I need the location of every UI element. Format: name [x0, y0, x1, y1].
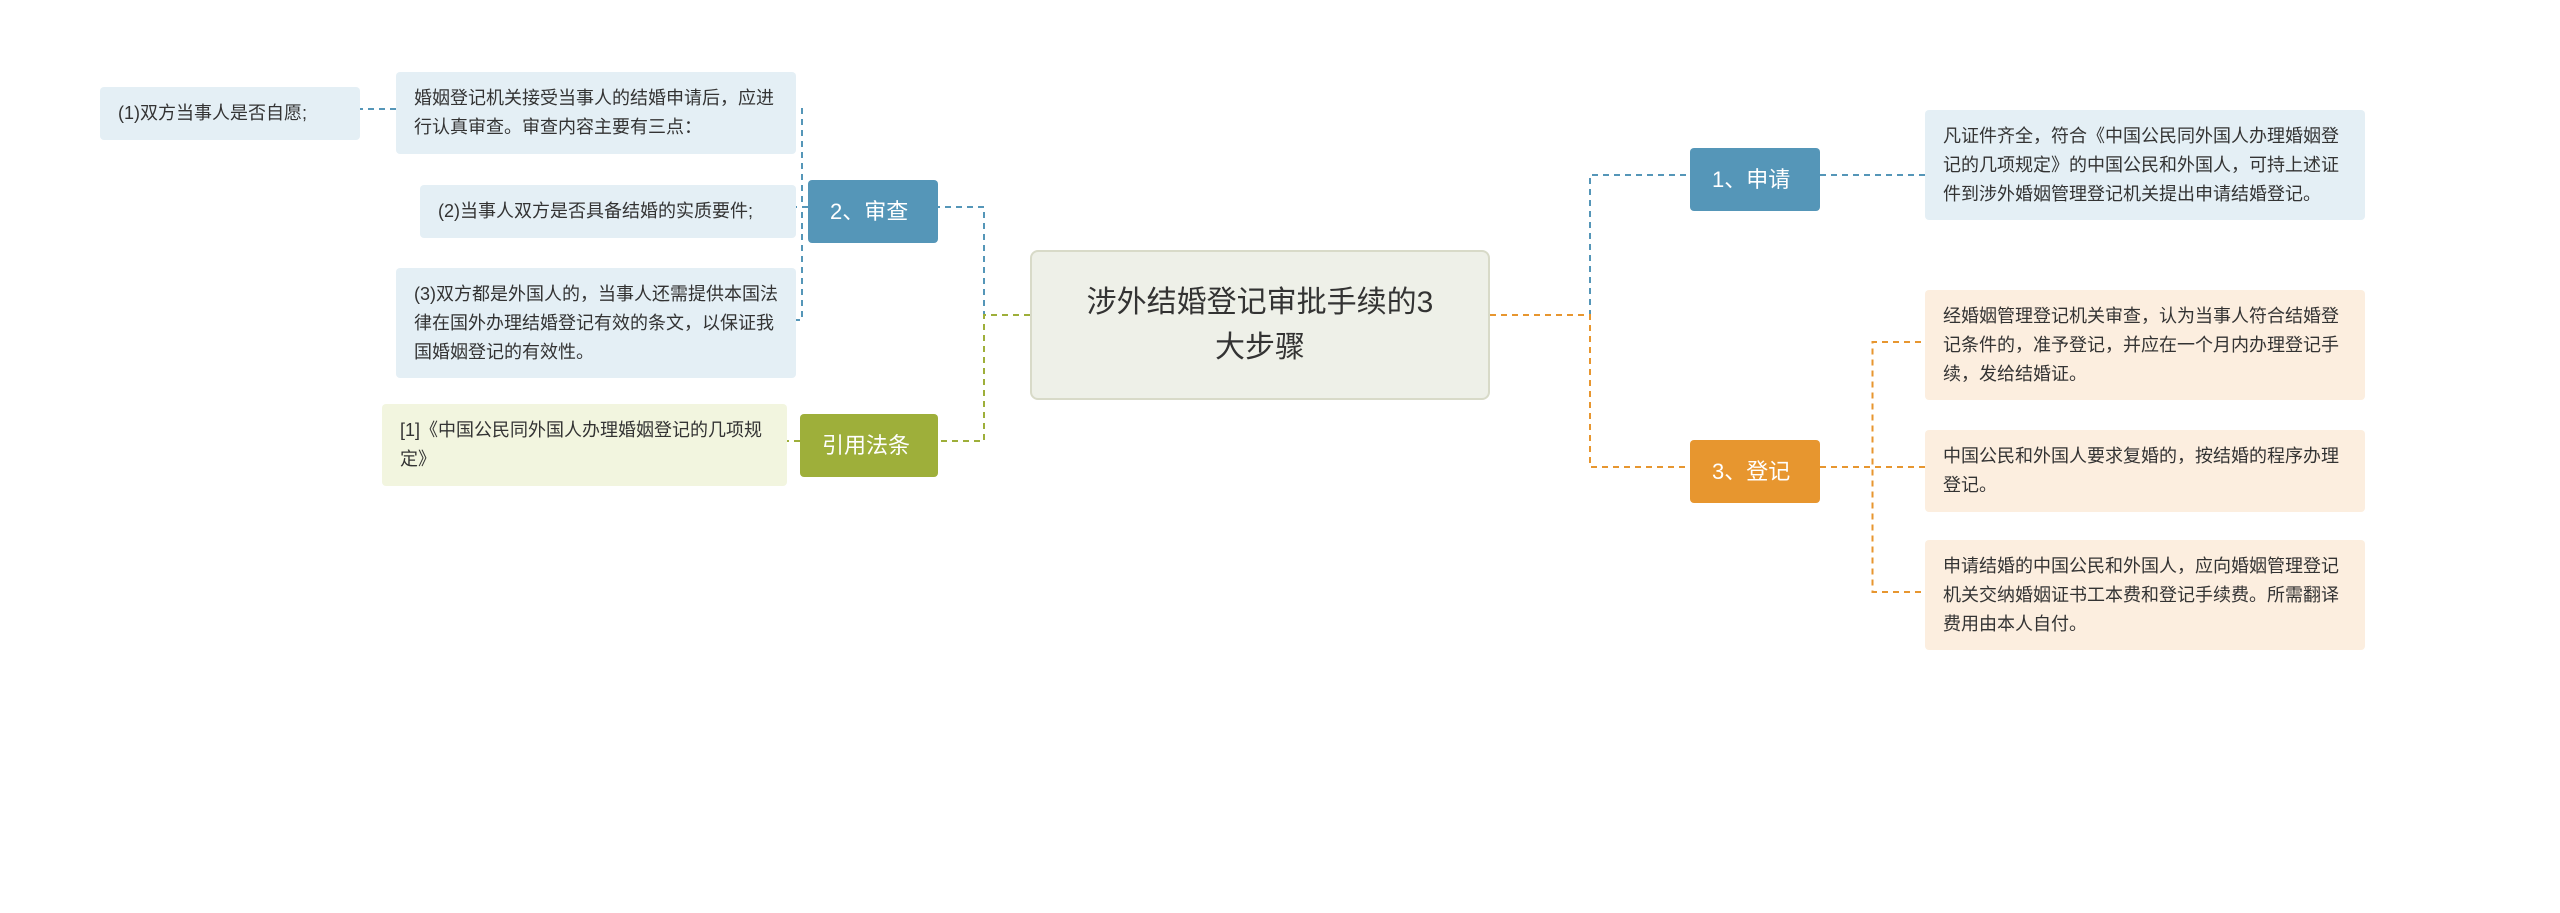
root-node: 涉外结婚登记审批手续的3大步骤: [1030, 250, 1490, 400]
branch-step1: 1、申请: [1690, 148, 1820, 211]
leaf-step1-0: 凡证件齐全，符合《中国公民同外国人办理婚姻登记的几项规定》的中国公民和外国人，可…: [1925, 110, 2365, 220]
mindmap-canvas: 涉外结婚登记审批手续的3大步骤 1、申请 凡证件齐全，符合《中国公民同外国人办理婚姻…: [0, 0, 2560, 913]
leaf-step2-1: (2)当事人双方是否具备结婚的实质要件;: [420, 185, 796, 238]
branch-step3: 3、登记: [1690, 440, 1820, 503]
branch-law: 引用法条: [800, 414, 938, 477]
leaf-step2-0-0: (1)双方当事人是否自愿;: [100, 87, 360, 140]
branch-step2: 2、审查: [808, 180, 938, 243]
leaf-step3-1: 中国公民和外国人要求复婚的，按结婚的程序办理登记。: [1925, 430, 2365, 512]
leaf-step2-0: 婚姻登记机关接受当事人的结婚申请后，应进行认真审查。审查内容主要有三点：: [396, 72, 796, 154]
leaf-step2-2: (3)双方都是外国人的，当事人还需提供本国法律在国外办理结婚登记有效的条文，以保…: [396, 268, 796, 378]
leaf-step3-0: 经婚姻管理登记机关审查，认为当事人符合结婚登记条件的，准予登记，并应在一个月内办…: [1925, 290, 2365, 400]
leaf-law-0: [1]《中国公民同外国人办理婚姻登记的几项规定》: [382, 404, 787, 486]
leaf-step3-2: 申请结婚的中国公民和外国人，应向婚姻管理登记机关交纳婚姻证书工本费和登记手续费。…: [1925, 540, 2365, 650]
